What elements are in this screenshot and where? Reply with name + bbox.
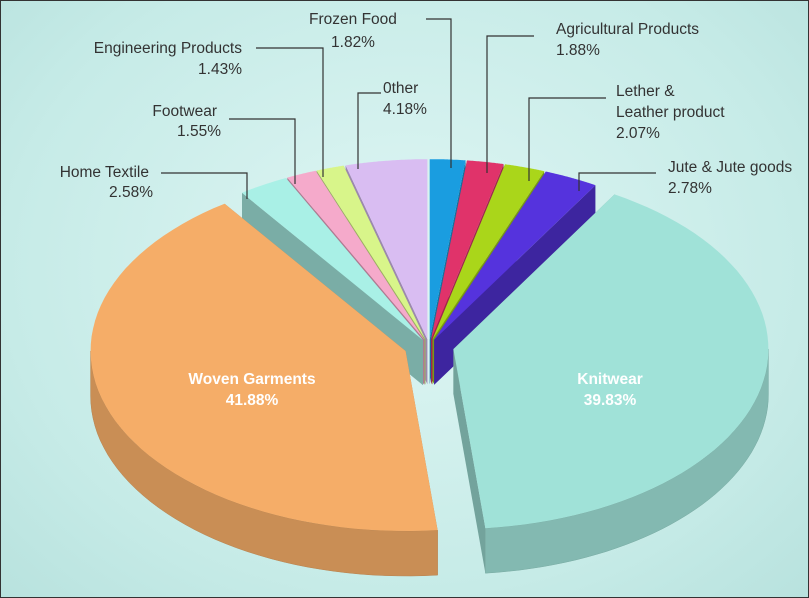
leader-line (357, 92, 381, 169)
leader-line (486, 35, 534, 173)
slice (432, 164, 545, 340)
value-label: 1.43% (198, 61, 242, 78)
leader-line (578, 172, 656, 191)
slice-label: Frozen Food (309, 11, 397, 28)
value-label: 1.88% (556, 42, 600, 59)
slice-label: Knitwear (577, 371, 643, 388)
value-label: 1.55% (177, 123, 221, 140)
slice (242, 178, 423, 341)
slice (431, 160, 504, 340)
slice (90, 203, 438, 531)
value-label: 2.07% (616, 125, 660, 142)
value-label: 2.78% (668, 180, 712, 197)
slice (453, 194, 769, 529)
leader-line (229, 118, 296, 184)
value-label: 1.82% (331, 34, 375, 51)
slice-label: Agricultural Products (556, 21, 700, 38)
slice-side (453, 349, 486, 574)
value-label: 2.58% (109, 184, 153, 201)
leader-line (426, 18, 452, 168)
slice-label: Engineering Products (93, 40, 242, 57)
slice-label: Home Textile (59, 164, 149, 181)
slice (345, 159, 428, 340)
leader-line (256, 47, 324, 177)
slice (316, 165, 426, 340)
slice (429, 159, 466, 340)
leader-line (528, 97, 606, 181)
value-label: 4.18% (383, 101, 427, 118)
slice-label: Lether & Leather product (616, 83, 725, 121)
value-label: 41.88% (225, 392, 279, 409)
slice-label: Footwear (152, 103, 217, 120)
slice (287, 170, 425, 340)
slice-label: Woven Garments (188, 371, 316, 388)
slice (434, 171, 596, 340)
value-label: 39.83% (583, 392, 637, 409)
slice-label: 0ther (383, 80, 419, 97)
leader-line (161, 172, 248, 199)
slice-label: Jute & Jute goods (668, 159, 793, 176)
